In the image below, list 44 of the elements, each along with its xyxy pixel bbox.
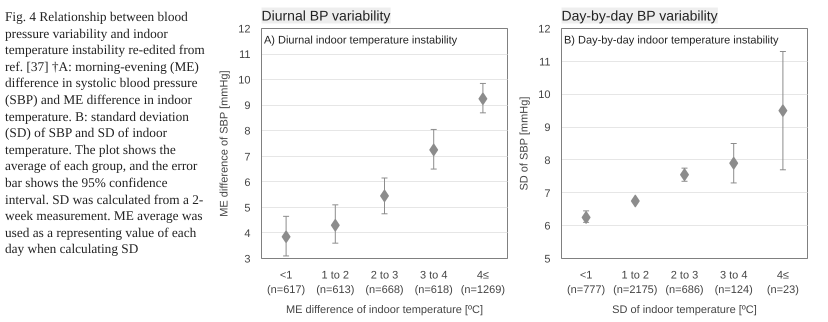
text: B) Day-by-day indoor temperature instability xyxy=(564,34,780,46)
y-tick-label: 12 xyxy=(238,24,251,36)
x-tick-label: 1 to 2 (n=2175) xyxy=(613,270,658,296)
y-tick-label: 7 xyxy=(244,151,251,164)
point xyxy=(630,194,640,208)
x-tick-label: <1 (n=777) xyxy=(566,270,606,296)
y-tick-label: 7 xyxy=(544,188,551,200)
y-tick-label: 5 xyxy=(244,202,251,214)
y-tick-label: 6 xyxy=(544,220,551,233)
y-tick-label: 12 xyxy=(538,24,551,36)
x-tick-label: <1 (n=617) xyxy=(266,270,306,296)
y-tick-label: 10 xyxy=(238,74,251,87)
x-tick-label: 3 to 4 (n=124) xyxy=(714,270,753,296)
x-axis-title: SD of indoor temperature [ºC] xyxy=(612,304,757,316)
y-tick-label: 6 xyxy=(244,176,251,189)
point xyxy=(429,143,438,156)
x-tick-label: 1 to 2 (n=613) xyxy=(316,270,354,296)
y-tick-label: 9 xyxy=(244,100,251,112)
x-tick-label: 4≤ (n=23) xyxy=(766,270,799,296)
x-axis-title: ME difference of indoor temperature [ºC] xyxy=(286,304,484,316)
x-tick-label: 2 to 3 (n=668) xyxy=(365,270,404,296)
text: A) Diurnal indoor temperature instability xyxy=(264,34,458,46)
point xyxy=(778,104,788,118)
y-tick-label: 9 xyxy=(544,122,551,134)
y-tick-label: 11 xyxy=(239,49,251,62)
x-tick-label: 4≤ (n=1269) xyxy=(460,270,506,296)
y-tick-label: 3 xyxy=(244,254,251,266)
chart-title: Day-by-day BP variability xyxy=(562,8,718,24)
chart-title: Diurnal BP variability xyxy=(262,8,390,24)
y-tick-label: 11 xyxy=(539,56,551,68)
y-tick-label: 10 xyxy=(538,89,551,102)
point xyxy=(729,156,738,170)
x-tick-label: 3 to 4 (n=618) xyxy=(414,270,453,296)
text: Fig. 4 Relationship between blood pressure variability and indoor temperature instability re-edited from ref. [37] †A: morning-evening (ME) difference in systolic blood pressure (SBP) and ME difference in indoor temperature. B: standard deviation (SD) of SBP and SD of indoor temperature. The plot shows the average of each group, and the error bar shows the 95% confidence interval. SD was calculated from a 2-week measurement. ME average was used as a representing value of each day when calculating SD xyxy=(5,9,205,256)
point xyxy=(282,230,291,244)
y-tick-label: 4 xyxy=(244,228,251,240)
y-axis-title: SD of SBP [mmHg] xyxy=(518,96,530,191)
y-tick-label: 8 xyxy=(544,154,551,167)
point xyxy=(478,92,488,106)
y-axis-title: ME difference of SBP [mmHg] xyxy=(218,70,230,217)
y-tick-label: 5 xyxy=(544,254,551,266)
y-tick-label: 8 xyxy=(244,126,251,138)
x-tick-label: 2 to 3 (n=686) xyxy=(665,270,704,296)
point xyxy=(330,218,340,232)
